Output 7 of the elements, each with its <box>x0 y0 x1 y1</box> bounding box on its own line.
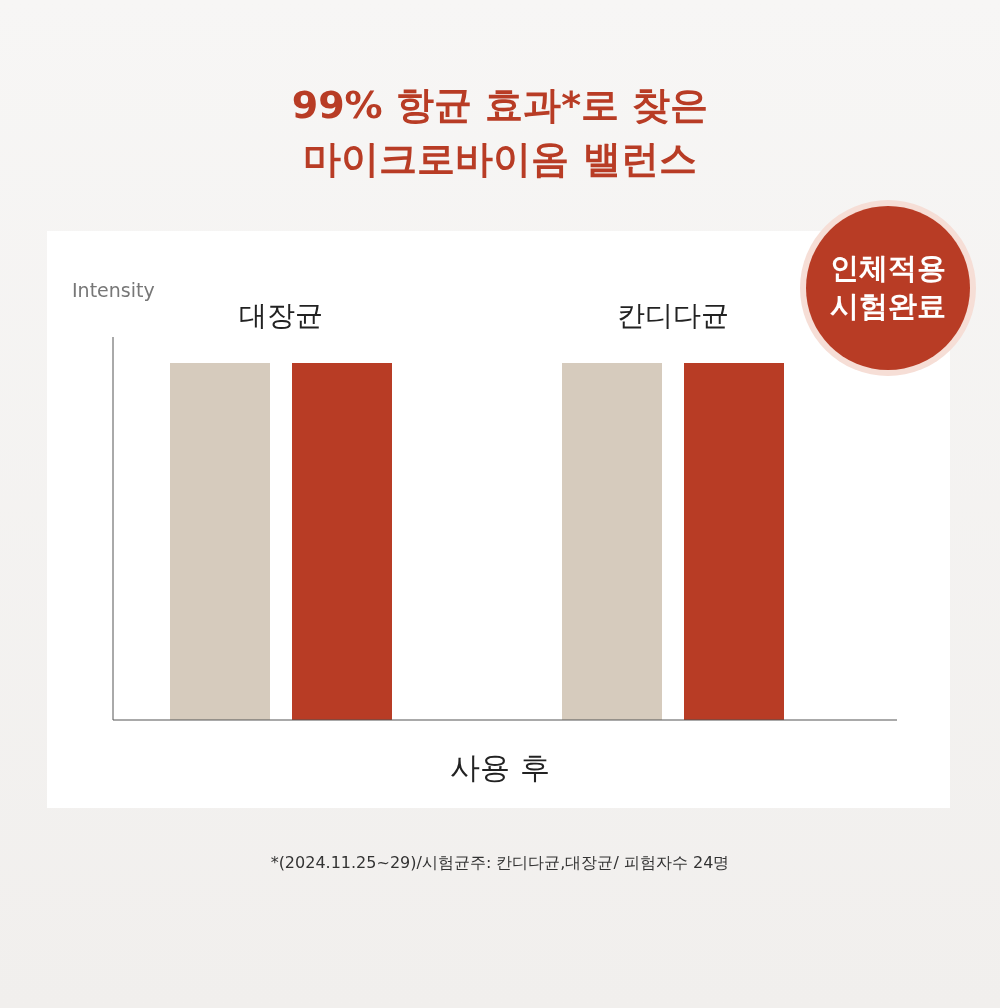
text: *(2024.11.25~29)/시험균주: 칸디다균,대장균/ 피험자수 24명 <box>270 853 730 872</box>
y-axis-title: Intensity <box>72 279 155 301</box>
chart-title: 99% 항균 효과*로 찾은 마이크로바이옴 밸런스 <box>291 83 709 181</box>
x-tick-label: 대장균 <box>239 299 323 332</box>
x-tick-label: 칸디다균 <box>617 299 729 332</box>
x-axis-title: 사용 후 <box>450 750 550 785</box>
text: 인체적용 시험완료 <box>830 251 946 323</box>
